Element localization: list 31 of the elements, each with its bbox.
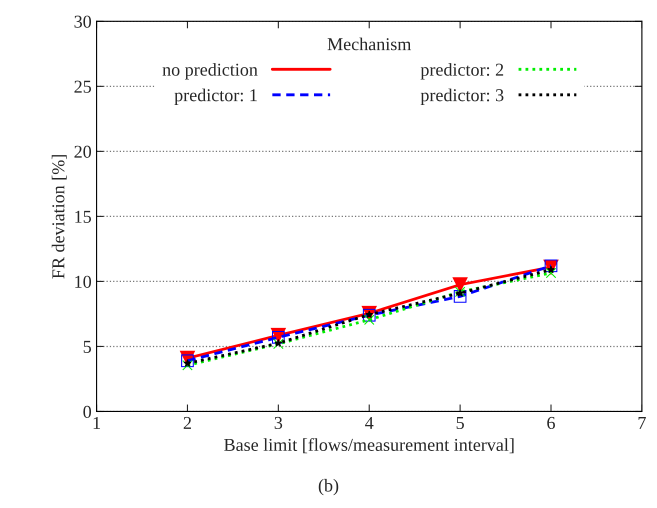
- x-tick-label: 5: [456, 417, 464, 430]
- y-tick-label: 10: [75, 276, 92, 288]
- legend-title: Mechanism: [328, 38, 412, 50]
- point: [182, 360, 193, 371]
- legend-label: predictor: 2: [420, 63, 504, 80]
- point: [364, 314, 374, 326]
- y-tick-label: 20: [74, 146, 92, 158]
- point: [454, 290, 466, 303]
- point: [454, 286, 466, 298]
- y-tick-label: 15: [75, 210, 92, 223]
- y-axis-title: FR deviation [%]: [52, 155, 67, 279]
- legend-label: no prediction: [162, 63, 258, 80]
- legend-label: predictor: 1: [174, 88, 257, 105]
- y-tick-label: 25: [74, 80, 92, 93]
- y-tick-label: 30: [74, 16, 92, 28]
- point: [274, 339, 282, 347]
- point: [362, 308, 376, 322]
- x-tick-label: 2: [184, 416, 191, 429]
- y-tick-label: 5: [84, 340, 92, 353]
- y-tick-label: 0: [83, 406, 92, 418]
- x-axis-title: Base limit [flows/measurement interval]: [224, 438, 514, 454]
- x-tick-label: 3: [274, 416, 282, 430]
- x-tick-label: 1: [94, 416, 100, 429]
- x-tick-label: 4: [365, 416, 374, 429]
- point: [181, 354, 194, 368]
- text: (b): [318, 478, 338, 496]
- point: [272, 331, 285, 344]
- legend-label: predictor: 3: [420, 88, 504, 105]
- x-tick-label: 7: [638, 417, 646, 429]
- point: [273, 338, 284, 350]
- x-tick-label: 6: [547, 416, 555, 430]
